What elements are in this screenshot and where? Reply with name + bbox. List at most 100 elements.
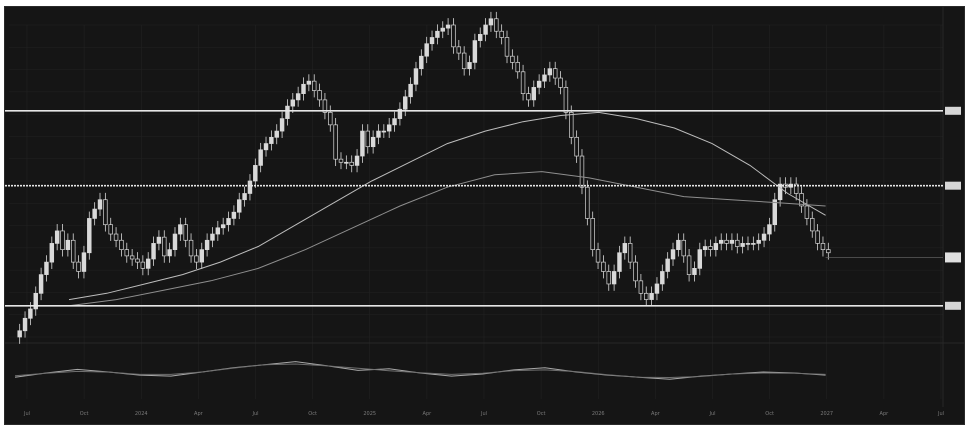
- candle-body: [108, 224, 113, 235]
- candle-body: [242, 193, 247, 201]
- candle-body: [702, 246, 708, 250]
- candle-body: [542, 74, 547, 82]
- candle-body: [735, 239, 740, 247]
- x-tick-label: Oct: [765, 411, 774, 417]
- x-tick-label: Jul: [708, 411, 715, 417]
- candle-body: [333, 124, 338, 160]
- candle-body: [376, 130, 381, 138]
- candle-body: [670, 249, 676, 260]
- candle-body: [633, 261, 638, 282]
- candle-body: [60, 230, 65, 250]
- candle-body: [692, 268, 697, 275]
- candle-body: [424, 43, 429, 57]
- candle-body: [552, 68, 558, 79]
- candle-body: [338, 158, 344, 163]
- candle-body: [274, 130, 279, 138]
- candle-body: [403, 96, 408, 110]
- candle-body: [777, 183, 783, 201]
- candle-body: [397, 108, 403, 119]
- candle-body: [563, 87, 569, 113]
- sma-mid-line: [68, 171, 826, 307]
- candle-body: [445, 24, 451, 29]
- x-tick-label: Jul: [251, 411, 258, 417]
- candle-body: [510, 55, 515, 63]
- level-price-tag: [945, 301, 961, 310]
- candle-body: [295, 93, 301, 101]
- candle-body: [328, 112, 333, 126]
- x-tick-label: Jul: [480, 411, 487, 417]
- candle-body: [92, 208, 97, 219]
- candle-body: [226, 218, 231, 226]
- candle-body: [183, 224, 188, 241]
- candle-body: [611, 271, 617, 285]
- candle-body: [408, 83, 413, 98]
- candle-body: [87, 218, 92, 254]
- candle-body: [81, 252, 87, 272]
- x-tick-label: Jul: [23, 411, 30, 417]
- candle-body: [285, 105, 290, 119]
- candle-body: [654, 283, 660, 294]
- candle-body: [461, 52, 467, 70]
- candle-body: [638, 280, 644, 294]
- candle-body: [574, 136, 579, 157]
- candle-body: [135, 258, 140, 263]
- candle-body: [140, 261, 146, 269]
- candle-body: [708, 246, 713, 250]
- candle-body: [354, 155, 360, 166]
- candle-body: [419, 55, 424, 70]
- candle-body: [220, 224, 226, 229]
- candle-body: [686, 255, 692, 275]
- candle-body: [435, 30, 440, 38]
- candle-body: [151, 243, 156, 260]
- candle-body: [810, 218, 815, 232]
- candle-body: [718, 239, 724, 244]
- candle-body: [820, 243, 826, 250]
- candle-body: [167, 249, 172, 257]
- candle-body: [526, 93, 531, 101]
- candle-body: [440, 27, 445, 32]
- candle-body: [54, 230, 60, 244]
- candle-body: [103, 199, 108, 226]
- candle-body: [247, 180, 253, 194]
- sma-long-line: [68, 111, 826, 301]
- candle-body: [231, 211, 237, 219]
- candle-body: [751, 243, 756, 245]
- candle-body: [279, 118, 285, 132]
- candle-body: [49, 243, 55, 263]
- candle-body: [478, 34, 483, 41]
- candle-body: [665, 258, 670, 272]
- candle-body: [494, 18, 499, 32]
- x-tick-label: Oct: [537, 411, 546, 417]
- candle-body: [76, 261, 81, 272]
- candle-body: [253, 165, 258, 182]
- candle-body: [113, 233, 119, 241]
- candle-body: [381, 130, 387, 133]
- candle-body: [65, 239, 71, 250]
- candle-body: [601, 261, 606, 272]
- candle-body: [145, 258, 151, 269]
- rsi-signal-line: [14, 363, 826, 379]
- x-tick-label: Apr: [423, 411, 433, 417]
- candle-body: [467, 62, 472, 70]
- candle-body: [681, 239, 686, 257]
- candle-body: [204, 239, 210, 250]
- candle-body: [156, 236, 162, 244]
- candle-body: [306, 80, 312, 85]
- candle-body: [756, 239, 761, 244]
- candle-body: [815, 230, 820, 244]
- candle-body: [520, 71, 526, 94]
- candle-body: [660, 271, 665, 285]
- candle-body: [194, 255, 199, 263]
- candle-body: [215, 227, 221, 235]
- candle-body: [799, 193, 804, 207]
- candle-body: [713, 243, 719, 250]
- candle-body: [317, 90, 322, 101]
- chart-frame: Jul Oct 2024 Apr Jul Oct 2025 Apr Jul Oct 2026 Apr J…: [4, 6, 965, 425]
- plot-background: [5, 7, 964, 424]
- candle-body: [590, 218, 595, 250]
- candle-body: [793, 183, 799, 194]
- candle-body: [22, 317, 28, 332]
- candle-body: [547, 68, 553, 76]
- candle-body: [258, 149, 263, 166]
- candle-body: [585, 186, 590, 219]
